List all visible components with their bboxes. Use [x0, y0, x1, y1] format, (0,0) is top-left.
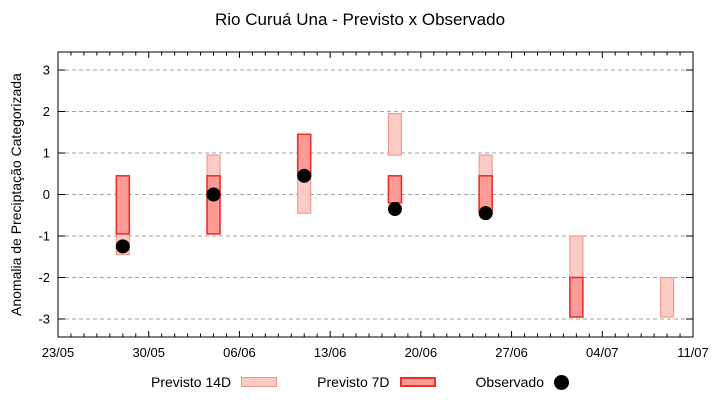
forecast-bar-7d	[569, 276, 584, 318]
y-tick-label: -1	[38, 229, 50, 244]
x-tick-label: 27/06	[495, 345, 528, 360]
chart-title: Rio Curuá Una - Previsto x Observado	[214, 10, 506, 29]
y-tick-label: 2	[43, 104, 50, 119]
observed-dot	[206, 187, 221, 202]
x-tick-label: 23/05	[42, 345, 75, 360]
plot-border	[57, 51, 694, 338]
observed-dot	[387, 202, 402, 217]
forecast-bar-14d	[387, 113, 402, 156]
y-tick-label: 3	[43, 63, 50, 78]
plot-area: 3 2 1 0 -1 -2 -3 23/05 30/05 06/06 13/06 20/06 27/06…	[38, 51, 709, 360]
legend-item-previsto-7d: Previsto 7D	[317, 374, 436, 390]
y-tick-label: 1	[43, 146, 50, 161]
y-tick-label: 0	[43, 187, 50, 202]
legend-swatch-previsto-14d	[241, 377, 278, 387]
legend-label-previsto-7d: Previsto 7D	[317, 374, 390, 390]
forecast-bar-14d	[569, 235, 584, 279]
forecast-bar-7d	[206, 175, 221, 235]
y-tick-label: -3	[38, 312, 50, 327]
legend-swatch-previsto-7d	[399, 377, 436, 387]
forecast-bar-7d	[115, 175, 131, 235]
x-tick-label: 11/07	[677, 345, 709, 360]
x-tick-label: 04/07	[586, 345, 619, 360]
x-tick-label: 30/05	[132, 345, 165, 360]
observed-dot	[297, 168, 312, 183]
legend-label-previsto-14d: Previsto 14D	[151, 374, 232, 390]
x-tick-label: 13/06	[314, 345, 347, 360]
forecast-bar-14d	[660, 276, 675, 318]
observed-dot	[478, 206, 493, 221]
legend-swatch-observado-dot	[554, 374, 569, 390]
forecast-bar-7d	[387, 175, 403, 204]
y-tick-label: -2	[38, 270, 50, 285]
legend: Previsto 14D Previsto 7D Observado	[0, 368, 720, 396]
legend-item-previsto-14d: Previsto 14D	[151, 374, 278, 390]
x-tick-label: 06/06	[223, 345, 256, 360]
x-tick-label: 20/06	[405, 345, 438, 360]
legend-label-observado: Observado	[475, 374, 544, 390]
observed-dot	[115, 239, 130, 254]
legend-item-observado: Observado	[476, 374, 569, 390]
